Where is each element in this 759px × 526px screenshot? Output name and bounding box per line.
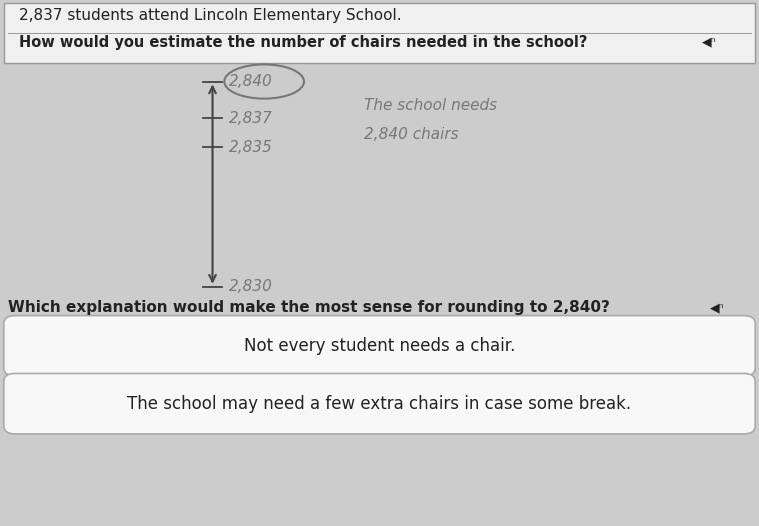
FancyBboxPatch shape — [4, 373, 755, 434]
FancyBboxPatch shape — [4, 3, 755, 63]
Text: 2,837 students attend Lincoln Elementary School.: 2,837 students attend Lincoln Elementary… — [19, 8, 402, 23]
Text: The school may need a few extra chairs in case some break.: The school may need a few extra chairs i… — [128, 394, 631, 413]
Text: 2,830: 2,830 — [229, 279, 273, 294]
Text: 2,835: 2,835 — [229, 140, 273, 155]
Text: How would you estimate the number of chairs needed in the school?: How would you estimate the number of cha… — [19, 35, 587, 49]
Text: ◀ⁿ: ◀ⁿ — [702, 36, 716, 48]
Text: 2,837: 2,837 — [229, 111, 273, 126]
Text: 2,840 chairs: 2,840 chairs — [364, 127, 459, 141]
Text: ◀ⁿ: ◀ⁿ — [710, 301, 724, 314]
Text: 2,840: 2,840 — [229, 74, 273, 89]
Text: Which explanation would make the most sense for rounding to 2,840?: Which explanation would make the most se… — [8, 300, 609, 315]
FancyBboxPatch shape — [4, 316, 755, 376]
Text: The school needs: The school needs — [364, 98, 497, 113]
Text: Not every student needs a chair.: Not every student needs a chair. — [244, 337, 515, 355]
